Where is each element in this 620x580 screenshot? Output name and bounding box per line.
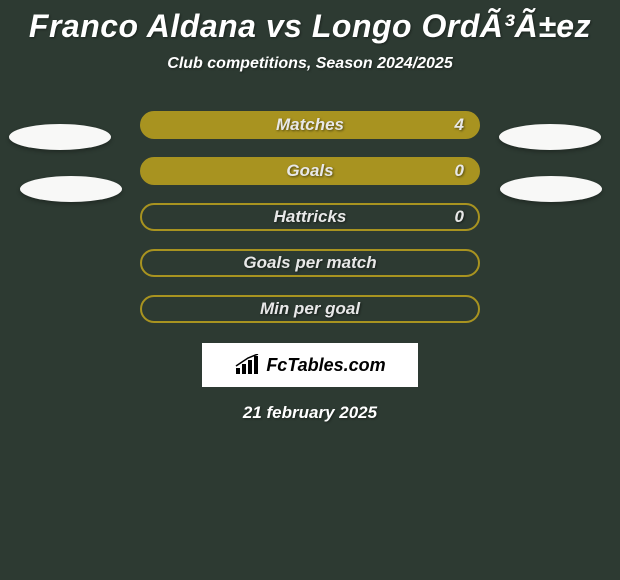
bar-row: Matches 4 bbox=[0, 111, 620, 139]
bar-row: Hattricks 0 bbox=[0, 203, 620, 231]
page-title: Franco Aldana vs Longo OrdÃ³Ã±ez bbox=[0, 0, 620, 45]
bar-label: Goals per match bbox=[243, 253, 376, 273]
bar-label: Min per goal bbox=[260, 299, 360, 319]
stat-bar: Goals 0 bbox=[140, 157, 480, 185]
logo-text: FcTables.com bbox=[266, 355, 385, 376]
bar-row: Min per goal bbox=[0, 295, 620, 323]
bar-value: 0 bbox=[455, 161, 464, 181]
stat-bar: Goals per match bbox=[140, 249, 480, 277]
bar-row: Goals per match bbox=[0, 249, 620, 277]
chart-icon bbox=[234, 354, 262, 376]
bar-label: Goals bbox=[286, 161, 333, 181]
logo-box: FcTables.com bbox=[202, 343, 418, 387]
bar-value: 0 bbox=[455, 207, 464, 227]
bar-value: 4 bbox=[455, 115, 464, 135]
subtitle: Club competitions, Season 2024/2025 bbox=[0, 55, 620, 73]
stat-bar: Matches 4 bbox=[140, 111, 480, 139]
bar-label: Matches bbox=[276, 115, 344, 135]
stat-bar: Min per goal bbox=[140, 295, 480, 323]
stat-bar: Hattricks 0 bbox=[140, 203, 480, 231]
bar-label: Hattricks bbox=[274, 207, 347, 227]
date-text: 21 february 2025 bbox=[0, 403, 620, 423]
bar-row: Goals 0 bbox=[0, 157, 620, 185]
